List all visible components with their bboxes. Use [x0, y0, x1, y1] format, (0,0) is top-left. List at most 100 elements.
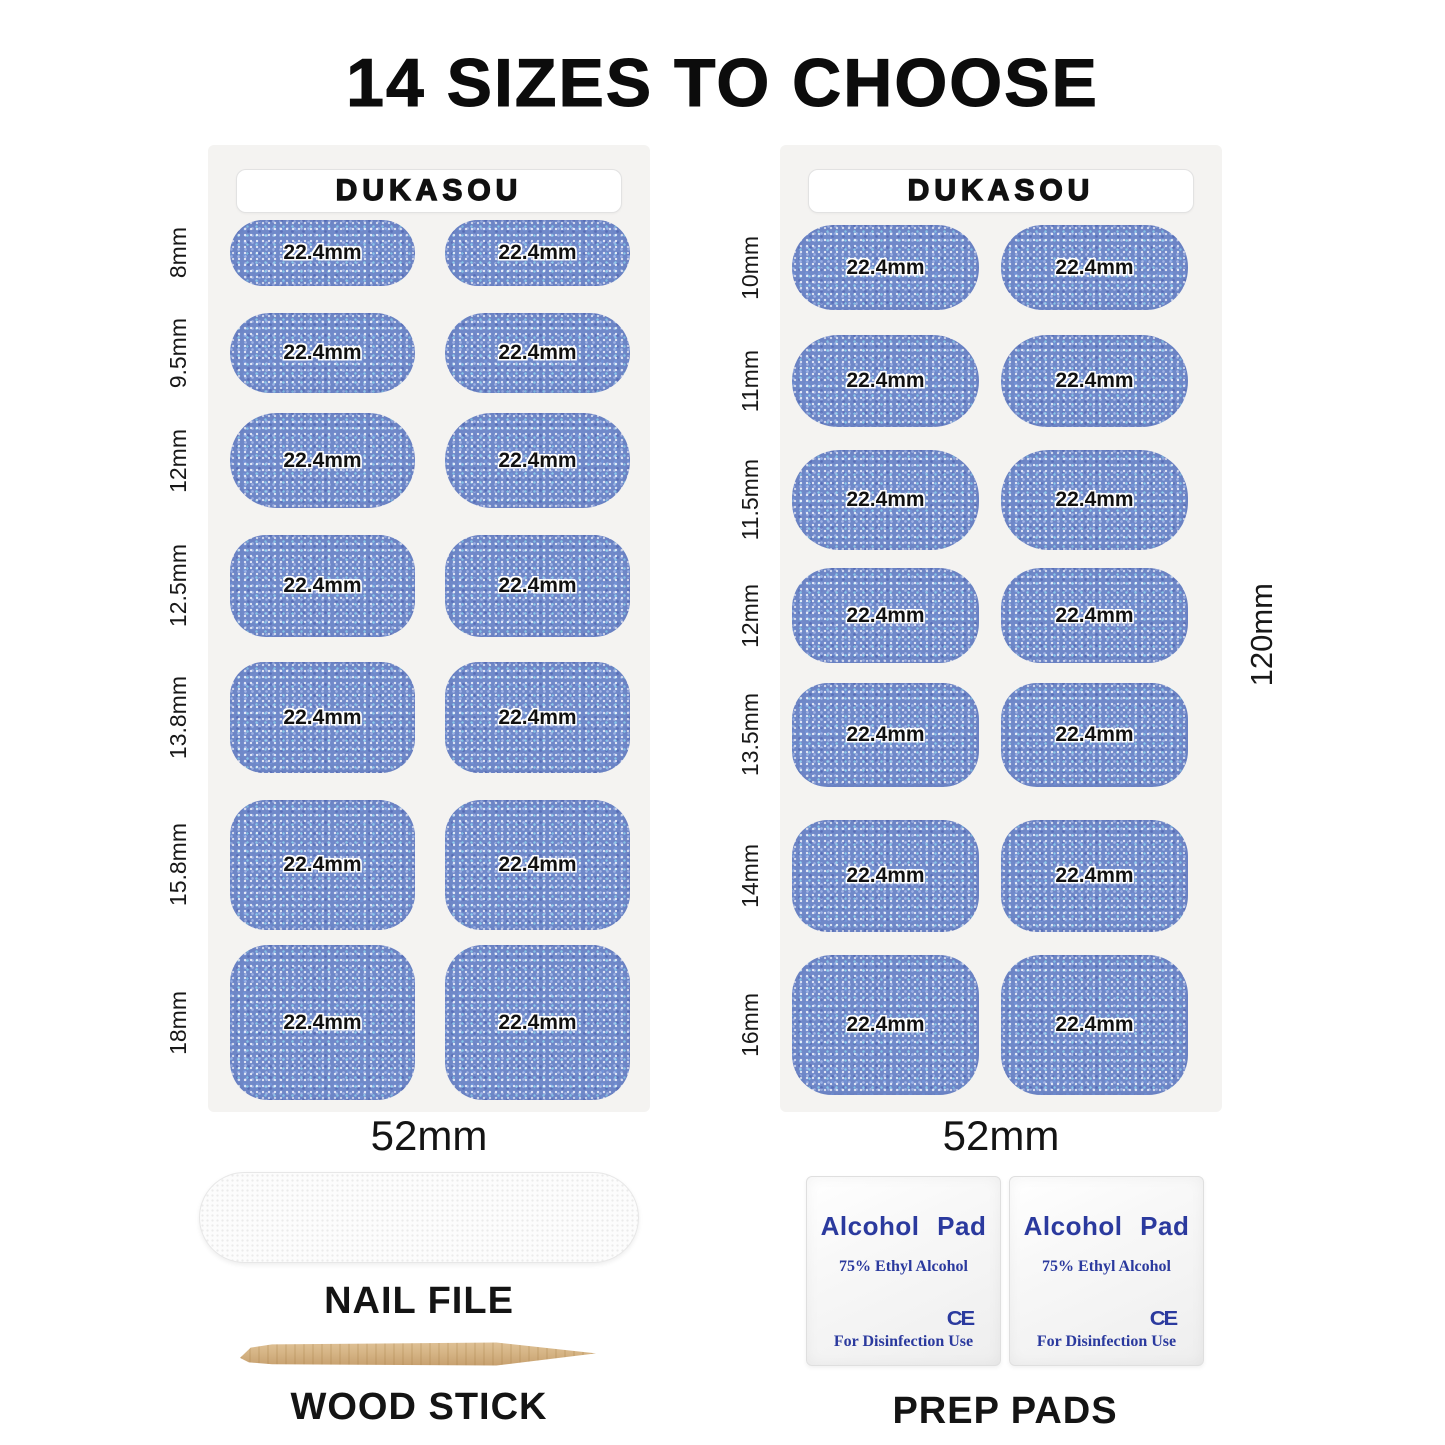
sticker-width-label: 22.4mm — [1055, 488, 1134, 511]
nail-sticker: 22.4mm — [792, 955, 979, 1095]
sticker-width-label: 22.4mm — [846, 488, 925, 511]
sticker-width-label: 22.4mm — [498, 241, 577, 264]
alcohol-pad-subtitle: 75% Ethyl Alcohol — [1042, 1258, 1171, 1275]
nail-sticker: 22.4mm — [1001, 820, 1188, 932]
size-label-right-16mm: 16mm — [736, 993, 763, 1057]
size-label-right-12mm: 12mm — [736, 583, 763, 648]
sticker-width-label: 22.4mm — [283, 1010, 362, 1034]
nail-sticker: 22.4mm — [1001, 568, 1188, 663]
sticker-row: 22.4mm 22.4mm — [208, 662, 650, 773]
sticker-row: 22.4mm 22.4mm — [780, 225, 1222, 310]
sticker-width-label: 22.4mm — [283, 574, 362, 597]
brand-name: DUKASOU — [335, 173, 523, 207]
size-label-left-18mm: 18mm — [164, 990, 191, 1055]
sticker-width-label: 22.4mm — [498, 574, 577, 597]
sticker-row: 22.4mm 22.4mm — [208, 800, 650, 930]
nail-sticker: 22.4mm — [445, 945, 630, 1100]
nail-sticker: 22.4mm — [792, 683, 979, 787]
nail-sticker: 22.4mm — [230, 800, 415, 930]
sticker-row: 22.4mm 22.4mm — [780, 450, 1222, 550]
sticker-width-label: 22.4mm — [1055, 723, 1134, 746]
sticker-width-label: 22.4mm — [283, 448, 362, 472]
alcohol-pad-use-text: For Disinfection Use — [1036, 1333, 1177, 1350]
alcohol-pad-subtitle: 75% Ethyl Alcohol — [839, 1258, 968, 1275]
nail-sticker: 22.4mm — [230, 313, 415, 393]
sticker-width-label: 22.4mm — [846, 723, 925, 746]
sticker-row: 22.4mm 22.4mm — [780, 820, 1222, 932]
sticker-width-label: 22.4mm — [283, 341, 362, 364]
sticker-width-label: 22.4mm — [1055, 864, 1134, 887]
sticker-row: 22.4mm 22.4mm — [780, 955, 1222, 1095]
sticker-row: 22.4mm 22.4mm — [208, 313, 650, 393]
nail-wrap-sheet-left: DUKASOU 22.4mm 22.4mm 22.4mm 22.4mm 22.4… — [208, 145, 650, 1112]
sticker-row: 22.4mm 22.4mm — [208, 945, 650, 1100]
sheet-width-label-right: 52mm — [942, 1112, 1060, 1159]
size-label-left-8mm: 8mm — [164, 227, 191, 279]
sticker-row: 22.4mm 22.4mm — [208, 220, 650, 286]
nail-sticker: 22.4mm — [445, 662, 630, 773]
sticker-width-label: 22.4mm — [846, 255, 925, 279]
nail-sticker: 22.4mm — [1001, 225, 1188, 310]
size-label-left-9-5mm: 9.5mm — [164, 317, 191, 389]
nail-sticker: 22.4mm — [230, 220, 415, 286]
size-label-right-14mm: 14mm — [736, 844, 763, 908]
alcohol-pad-packet: Alcohol Pad 75% Ethyl Alcohol CE For Dis… — [806, 1176, 1001, 1366]
wood-stick-image — [240, 1342, 596, 1366]
sticker-width-label: 22.4mm — [498, 448, 577, 472]
size-label-right-13-5mm: 13.5mm — [736, 693, 763, 777]
size-label-left-15-8mm: 15.8mm — [164, 823, 191, 907]
nail-sticker: 22.4mm — [792, 568, 979, 663]
nail-file-image — [199, 1172, 639, 1263]
nail-sticker: 22.4mm — [230, 662, 415, 773]
sticker-width-label: 22.4mm — [846, 369, 925, 392]
size-label-left-12-5mm: 12.5mm — [164, 544, 191, 628]
brand-name: DUKASOU — [907, 173, 1095, 207]
alcohol-pad-title: Alcohol Pad — [820, 1211, 987, 1241]
nail-wrap-sheet-right: DUKASOU 22.4mm 22.4mm 22.4mm 22.4mm 22.4… — [780, 145, 1222, 1112]
nail-sticker: 22.4mm — [792, 225, 979, 310]
sticker-row: 22.4mm 22.4mm — [780, 568, 1222, 663]
nail-sticker: 22.4mm — [792, 335, 979, 427]
sheet-height-label: 120mm — [1244, 582, 1279, 687]
nail-sticker: 22.4mm — [1001, 955, 1188, 1095]
nail-sticker: 22.4mm — [445, 313, 630, 393]
nail-sticker: 22.4mm — [1001, 335, 1188, 427]
sticker-row: 22.4mm 22.4mm — [780, 335, 1222, 427]
sticker-width-label: 22.4mm — [498, 853, 577, 876]
sticker-row: 22.4mm 22.4mm — [208, 535, 650, 637]
nail-sticker: 22.4mm — [230, 535, 415, 637]
sticker-width-label: 22.4mm — [1055, 369, 1134, 392]
nail-sticker: 22.4mm — [1001, 683, 1188, 787]
size-label-left-13-8mm: 13.8mm — [164, 675, 191, 760]
nail-sticker: 22.4mm — [445, 800, 630, 930]
size-label-right-11mm: 11mm — [736, 349, 763, 413]
sticker-width-label: 22.4mm — [1055, 1013, 1134, 1036]
sticker-width-label: 22.4mm — [283, 853, 362, 876]
nail-sticker: 22.4mm — [792, 820, 979, 932]
nail-sticker: 22.4mm — [445, 220, 630, 286]
ce-mark-icon: CE — [1150, 1308, 1178, 1330]
ce-mark-icon: CE — [947, 1308, 975, 1330]
prep-pads-label: PREP PADS — [892, 1390, 1118, 1432]
sticker-width-label: 22.4mm — [846, 603, 925, 627]
sticker-width-label: 22.4mm — [283, 705, 362, 729]
nail-sticker: 22.4mm — [792, 450, 979, 550]
sticker-width-label: 22.4mm — [498, 705, 577, 729]
sticker-width-label: 22.4mm — [846, 864, 925, 887]
sticker-width-label: 22.4mm — [498, 341, 577, 364]
alcohol-pad-title: Alcohol Pad — [1023, 1211, 1190, 1241]
wood-stick-label: WOOD STICK — [290, 1386, 548, 1428]
nail-sticker: 22.4mm — [230, 413, 415, 508]
nail-file-label: NAIL FILE — [324, 1280, 514, 1322]
sticker-width-label: 22.4mm — [1055, 603, 1134, 627]
sticker-width-label: 22.4mm — [1055, 255, 1134, 279]
size-label-left-12mm: 12mm — [164, 428, 191, 493]
sticker-width-label: 22.4mm — [283, 241, 362, 264]
brand-bar: DUKASOU — [236, 169, 622, 213]
alcohol-pad-use-text: For Disinfection Use — [833, 1333, 974, 1350]
page-title: 14 SIZES TO CHOOSE — [346, 45, 1099, 122]
sticker-width-label: 22.4mm — [498, 1010, 577, 1034]
nail-sticker: 22.4mm — [445, 413, 630, 508]
size-label-right-10mm: 10mm — [736, 235, 763, 300]
